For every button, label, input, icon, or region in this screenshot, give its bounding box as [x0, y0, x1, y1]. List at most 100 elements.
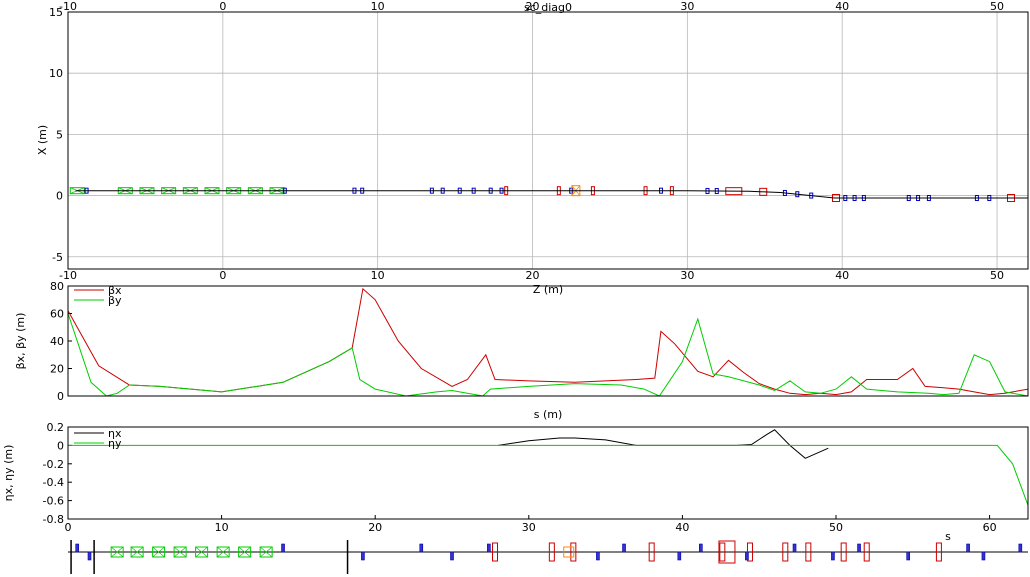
orbit-x-tick-label-bottom: 10	[371, 269, 385, 282]
orbit-x-tick-label-top: 30	[680, 0, 694, 13]
lattice-quadrupole	[622, 543, 626, 553]
beta-y-tick-label: 40	[50, 335, 64, 348]
orbit-x-tick-label-bottom: 20	[526, 269, 540, 282]
beta-y-tick-label: 80	[50, 280, 64, 293]
lattice-quadrupole	[792, 543, 797, 553]
lattice-quadrupole	[966, 543, 970, 553]
orbit-y-tick-label: 10	[49, 67, 63, 80]
beta-legend-label: βy	[108, 294, 122, 307]
orbit-x-tick-label-bottom: 40	[835, 269, 849, 282]
orbit-x-tick-label-bottom: 0	[219, 269, 226, 282]
orbit-y-tick-label: -5	[52, 251, 63, 264]
beta-legend-label: βx	[108, 284, 122, 297]
lattice-cryomodule-cross	[110, 546, 124, 558]
lattice-cryomodule	[238, 546, 252, 558]
lattice-large-bend	[718, 540, 736, 564]
dispersion-x-tick-label: 50	[829, 521, 843, 534]
orbit-trajectory-line	[75, 190, 1028, 199]
lattice-quadrupole	[361, 551, 365, 561]
lattice-quadrupole	[487, 543, 491, 553]
dispersion-series-line-1	[68, 444, 1029, 506]
lattice-cryomodule	[259, 546, 273, 558]
dispersion-x-tick-label: 10	[215, 521, 229, 534]
lattice-quadrupole	[906, 551, 910, 561]
dispersion-x-tick-label: 0	[65, 521, 72, 534]
lattice-quadrupole	[281, 543, 285, 553]
lattice-quadrupole	[75, 543, 80, 553]
orbit-ylabel: X (m)	[36, 125, 49, 155]
lattice-bend	[492, 542, 499, 562]
panel-orbit: -10 -10 0 0 10 10 20 20 30 30 40 40 50 50 -5 0 5 10 15 sc_…	[36, 0, 1029, 296]
lattice-bend	[840, 542, 847, 562]
beta-series-line-1	[67, 313, 1029, 397]
dispersion-y-tick-label: -0.2	[43, 458, 64, 471]
lattice-cryomodule-cross	[195, 546, 208, 558]
lattice-bend	[935, 542, 942, 562]
lattice-bend	[548, 542, 555, 562]
lattice-bend	[782, 542, 789, 562]
lattice-quadrupole	[1018, 543, 1023, 553]
beta-y-tick-label: 60	[50, 308, 64, 321]
beta-y-tick-label: 0	[57, 390, 64, 403]
lattice-bend	[648, 542, 655, 562]
lattice-cryomodule-cross	[152, 546, 165, 558]
lattice-quadrupole	[596, 551, 600, 561]
orbit-y-tick-label: 5	[56, 128, 63, 141]
dispersion-y-tick-label: 0	[57, 439, 64, 452]
orbit-title: sc_diag0	[524, 1, 572, 14]
dispersion-xlabel: s	[945, 530, 951, 543]
dispersion-legend-label: ηy	[108, 437, 122, 450]
lattice-quadrupole	[450, 551, 454, 561]
lattice-cryomodule-cross	[259, 546, 273, 558]
lattice-cryomodule-cross	[130, 546, 144, 558]
orbit-x-tick-label-bottom: 50	[990, 269, 1004, 282]
orbit-x-tick-label-top: 10	[371, 0, 385, 13]
dispersion-y-tick-label: -0.4	[43, 476, 64, 489]
dispersion-x-tick-label: 40	[675, 521, 689, 534]
lattice-cryomodule-cross	[238, 546, 251, 558]
lattice-quadrupole	[745, 551, 749, 561]
lattice-quadrupole	[677, 551, 682, 561]
lattice-cryomodule	[216, 546, 230, 558]
lattice-cryomodule	[110, 546, 124, 558]
lattice-quadrupole	[981, 551, 986, 561]
dispersion-y-tick-label: 0.2	[47, 421, 65, 434]
dispersion-x-tick-label: 60	[983, 521, 997, 534]
orbit-x-tick-label-top: 0	[219, 0, 226, 13]
orbit-x-tick-label-bottom: -10	[59, 269, 77, 282]
orbit-x-tick-label-bottom: 30	[680, 269, 694, 282]
orbit-x-tick-label-top: 40	[835, 0, 849, 13]
lattice-cryomodule	[195, 546, 209, 558]
lattice-quadrupole	[831, 551, 835, 561]
lattice-cryomodule	[152, 546, 166, 558]
beta-y-tick-label: 20	[50, 363, 64, 376]
lattice-cryomodule-cross	[216, 546, 230, 558]
lattice-bend	[863, 542, 870, 562]
dispersion-y-tick-label: -0.6	[43, 495, 64, 508]
lattice-quadrupole	[87, 551, 92, 561]
orbit-y-tick-label: 15	[49, 6, 63, 19]
orbit-xlabel: Z (m)	[533, 283, 563, 296]
lattice-cryomodule	[130, 546, 144, 558]
dispersion-ylabel: ηx, ηy (m)	[2, 445, 15, 502]
dispersion-x-tick-label: 20	[368, 521, 382, 534]
dispersion-x-tick-label: 30	[522, 521, 536, 534]
orbit-x-tick-label-top: 20	[526, 0, 540, 13]
beta-ylabel: βx, βy (m)	[14, 313, 27, 370]
lattice-orange-element	[563, 546, 575, 558]
dispersion-series-line-0	[498, 429, 829, 459]
lattice-quadrupole	[857, 543, 861, 553]
lattice-bend	[805, 542, 812, 562]
lattice-bend	[746, 542, 753, 562]
dispersion-y-tick-label: -0.8	[43, 513, 64, 526]
beta-series-line-0	[67, 287, 1029, 396]
lattice-bend	[570, 542, 577, 562]
beta-xlabel: s (m)	[534, 408, 563, 421]
dispersion-legend-label: ηx	[108, 427, 122, 440]
orbit-x-tick-label-top: 50	[990, 0, 1004, 13]
lattice-strip	[68, 540, 1028, 574]
